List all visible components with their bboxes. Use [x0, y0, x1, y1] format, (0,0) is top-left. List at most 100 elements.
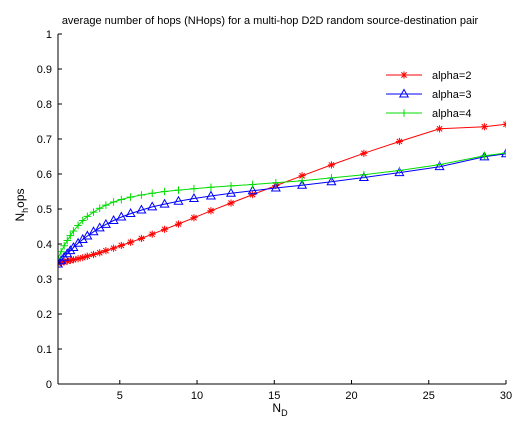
data-point-alpha=4 [83, 212, 92, 221]
data-point-alpha=2 [360, 149, 368, 157]
data-point-alpha=4 [109, 198, 118, 206]
data-point-alpha=4 [126, 193, 135, 201]
data-point-alpha=4 [89, 208, 98, 216]
data-point-alpha=4 [360, 170, 368, 179]
data-point-alpha=2 [435, 125, 444, 133]
data-point-alpha=3 [58, 258, 64, 268]
legend-marker [398, 88, 410, 98]
y-axis-label-sub: h [20, 208, 30, 213]
data-point-alpha=4 [395, 166, 404, 175]
data-point-alpha=4 [102, 201, 110, 209]
data-point-alpha=4 [480, 152, 489, 160]
data-point-alpha=4 [435, 160, 444, 169]
data-point-alpha=3 [173, 195, 184, 205]
data-point-alpha=4 [160, 187, 169, 196]
data-point-alpha=2 [79, 254, 87, 262]
data-point-alpha=4 [66, 231, 75, 240]
data-point-alpha=4 [207, 183, 215, 192]
y-tick-label: 0.7 [37, 134, 52, 146]
data-point-alpha=4 [117, 195, 126, 204]
plot-background [58, 34, 506, 384]
legend-item-alpha=4: alpha=4 [386, 108, 471, 120]
x-axis-label-sub: D [281, 408, 288, 418]
y-tick-label: 1 [46, 29, 52, 41]
data-point-alpha=2 [298, 172, 306, 180]
data-point-alpha=3 [125, 208, 136, 218]
series-line-alpha=3 [58, 153, 506, 265]
data-point-alpha=2 [207, 207, 215, 215]
y-tick-label: 0.5 [37, 204, 52, 216]
x-tick-label: 15 [268, 390, 280, 402]
y-tick-label: 0.6 [37, 169, 52, 181]
x-tick-label: 25 [423, 390, 435, 402]
data-point-alpha=4 [190, 184, 198, 193]
data-point-alpha=2 [137, 234, 146, 242]
data-point-alpha=4 [69, 227, 78, 235]
legend-item-alpha=3: alpha=3 [386, 88, 471, 101]
y-tick-label: 0.8 [37, 99, 52, 111]
x-tick-label: 30 [500, 390, 512, 402]
data-point-alpha=3 [225, 187, 237, 197]
data-point-alpha=4 [327, 174, 336, 182]
legend-marker [400, 109, 408, 117]
data-point-alpha=3 [188, 192, 199, 202]
y-tick-label: 0.3 [37, 274, 52, 286]
data-point-alpha=2 [227, 199, 235, 207]
data-point-alpha=3 [108, 215, 119, 225]
data-point-alpha=3 [358, 171, 369, 181]
data-point-alpha=3 [116, 211, 127, 221]
data-point-alpha=3 [147, 201, 158, 211]
data-point-alpha=3 [65, 245, 76, 255]
data-point-alpha=4 [78, 216, 87, 225]
data-point-alpha=4 [58, 247, 65, 256]
data-point-alpha=4 [63, 236, 72, 245]
x-tick-label: 20 [345, 390, 357, 402]
data-point-alpha=2 [83, 252, 91, 260]
axis-layer: 5 10 15 20 25 30 0 0.1 0.2 0.3 0.4 0.5 0.6 0.7 0.8 0.9 1 [37, 29, 512, 402]
y-tick-label: 0.1 [37, 344, 52, 356]
data-point-alpha=2 [127, 238, 135, 246]
data-point-alpha=3 [136, 204, 147, 214]
data-point-alpha=3 [247, 185, 258, 195]
y-tick-label: 0.2 [37, 309, 52, 321]
y-axis-label: Nhops [13, 188, 30, 221]
data-point-alpha=4 [95, 204, 104, 213]
series-alpha=4 [58, 149, 506, 262]
y-tick-label: 0 [46, 379, 52, 391]
data-point-alpha=3 [434, 161, 445, 171]
x-tick-label: 10 [191, 390, 203, 402]
data-point-alpha=4 [148, 189, 157, 198]
data-point-alpha=2 [190, 214, 198, 222]
data-point-alpha=3 [205, 190, 216, 200]
data-point-alpha=3 [326, 176, 337, 186]
data-point-alpha=2 [160, 225, 169, 233]
data-point-alpha=2 [395, 137, 404, 146]
data-point-alpha=3 [394, 167, 405, 177]
data-point-alpha=4 [58, 254, 62, 262]
legend-marker [400, 71, 408, 79]
data-point-alpha=4 [227, 182, 235, 190]
data-point-alpha=3 [297, 179, 308, 189]
data-point-alpha=2 [69, 256, 78, 264]
data-point-alpha=2 [480, 123, 488, 131]
y-tick-label: 0.9 [37, 64, 52, 76]
chart-title: average number of hops (NHops) for a mul… [62, 15, 479, 27]
y-axis-label-suffix: ops [13, 188, 27, 207]
legend: alpha=2 alpha=3 alpha=4 [386, 70, 471, 120]
data-point-alpha=4 [502, 149, 506, 157]
legend-label: alpha=2 [432, 70, 471, 82]
data-point-alpha=2 [502, 120, 506, 128]
x-tick-label: 5 [117, 390, 123, 402]
data-point-alpha=2 [249, 191, 257, 199]
data-point-alpha=2 [102, 247, 110, 255]
y-tick-label: 0.4 [37, 239, 52, 251]
data-point-alpha=2 [148, 230, 156, 238]
data-point-alpha=4 [174, 186, 183, 194]
data-point-alpha=3 [62, 248, 73, 258]
data-point-alpha=2 [74, 255, 82, 263]
data-point-alpha=2 [110, 244, 118, 252]
data-point-alpha=3 [100, 218, 111, 228]
data-point-alpha=4 [74, 221, 82, 230]
data-point-alpha=4 [298, 176, 306, 185]
